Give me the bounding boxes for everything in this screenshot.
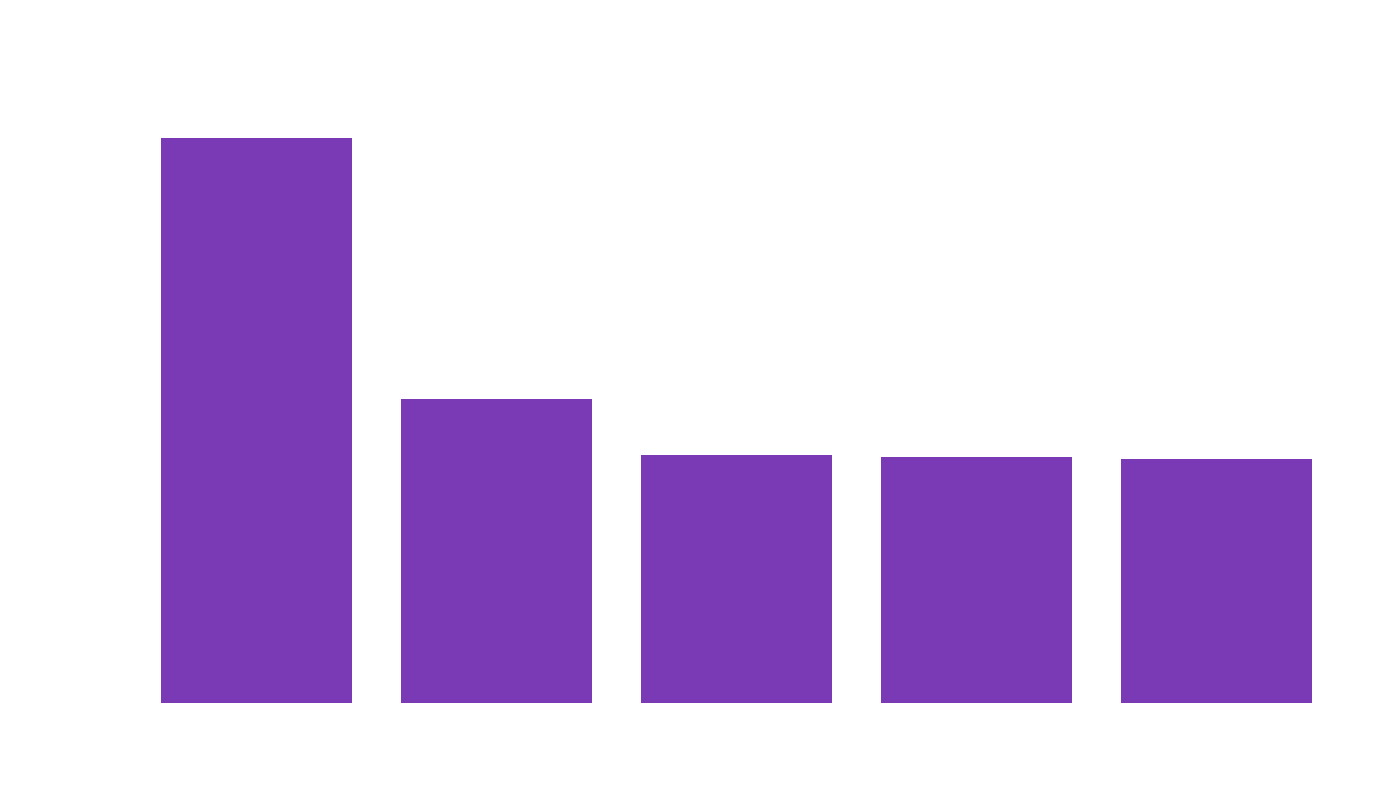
bar-item-1 xyxy=(401,399,592,703)
bar-item-4 xyxy=(1121,459,1312,703)
bar-item-0 xyxy=(161,138,352,703)
bar-item-3 xyxy=(881,457,1072,703)
bar-item-2 xyxy=(641,455,832,703)
